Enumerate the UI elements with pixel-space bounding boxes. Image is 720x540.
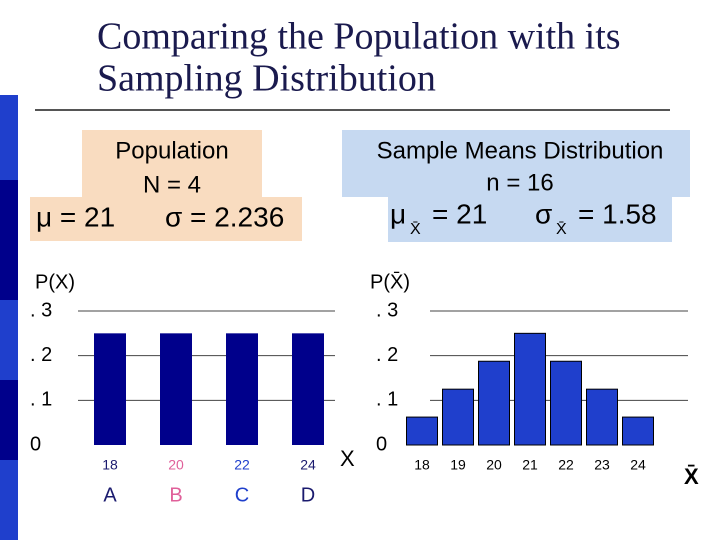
category-letter: A	[103, 484, 117, 506]
x-tick-label: 19	[450, 457, 466, 473]
sampling-mu-value: = 21	[432, 198, 487, 229]
bar	[622, 416, 654, 446]
x-tick-label: 18	[414, 457, 430, 473]
bar	[550, 360, 582, 446]
title-line: Comparing the Population with its	[97, 16, 621, 58]
x-tick-label: 22	[558, 457, 574, 473]
sampling-box	[342, 130, 690, 197]
population-box	[82, 130, 262, 197]
population-mu: μ = 21	[36, 201, 115, 232]
population-size: N = 4	[143, 171, 201, 198]
bar	[94, 333, 126, 445]
x-tick-label: 20	[486, 457, 502, 473]
x-tick-label: 22	[234, 457, 250, 473]
y-axis-label: P(X̄)	[370, 270, 410, 293]
sampling-formula-box	[388, 197, 672, 242]
bar	[442, 388, 474, 446]
y-tick-label: . 1	[30, 389, 52, 411]
x-tick-label: 23	[594, 457, 610, 473]
bar	[160, 333, 192, 445]
bar	[586, 388, 618, 446]
x-axis-label: X	[340, 446, 355, 471]
y-tick-label: . 2	[376, 344, 398, 366]
x-tick-label: 20	[168, 457, 184, 473]
bar	[406, 416, 438, 446]
x-tick-label: 21	[522, 457, 538, 473]
y-tick-label: . 3	[30, 299, 52, 321]
x-axis-label: X̄	[684, 464, 699, 489]
sampling-sigma: σ	[535, 198, 552, 229]
category-letter: B	[169, 484, 182, 506]
y-tick-label: . 3	[376, 299, 398, 321]
bar	[514, 332, 546, 446]
x-tick-label: 18	[102, 457, 118, 473]
sampling-mu-sub: X̄	[410, 221, 421, 238]
x-tick-label: 24	[630, 457, 646, 473]
population-heading: Population	[115, 137, 228, 164]
sampling-sigma-value: = 1.58	[578, 198, 657, 229]
y-axis-label: P(X)	[35, 271, 75, 293]
category-letter: D	[301, 484, 315, 506]
title-line: Sampling Distribution	[97, 58, 436, 100]
bar	[292, 333, 324, 445]
sampling-sigma-sub: X̄	[556, 221, 567, 238]
sampling-size: n = 16	[486, 169, 553, 196]
side-strip	[0, 380, 18, 460]
population-sigma: σ = 2.236	[165, 201, 284, 232]
side-strip	[0, 180, 18, 300]
x-tick-label: 24	[300, 457, 316, 473]
sampling-mu: μ	[390, 198, 406, 229]
bar	[478, 360, 510, 446]
category-letter: C	[235, 484, 249, 506]
y-tick-label: 0	[30, 433, 41, 455]
side-strip	[0, 95, 18, 540]
y-tick-label: 0	[376, 433, 387, 455]
sampling-heading: Sample Means Distribution	[377, 137, 664, 164]
population-formula-box	[30, 197, 302, 241]
y-tick-label: . 1	[376, 389, 398, 411]
y-tick-label: . 2	[30, 344, 52, 366]
bar	[226, 333, 258, 445]
